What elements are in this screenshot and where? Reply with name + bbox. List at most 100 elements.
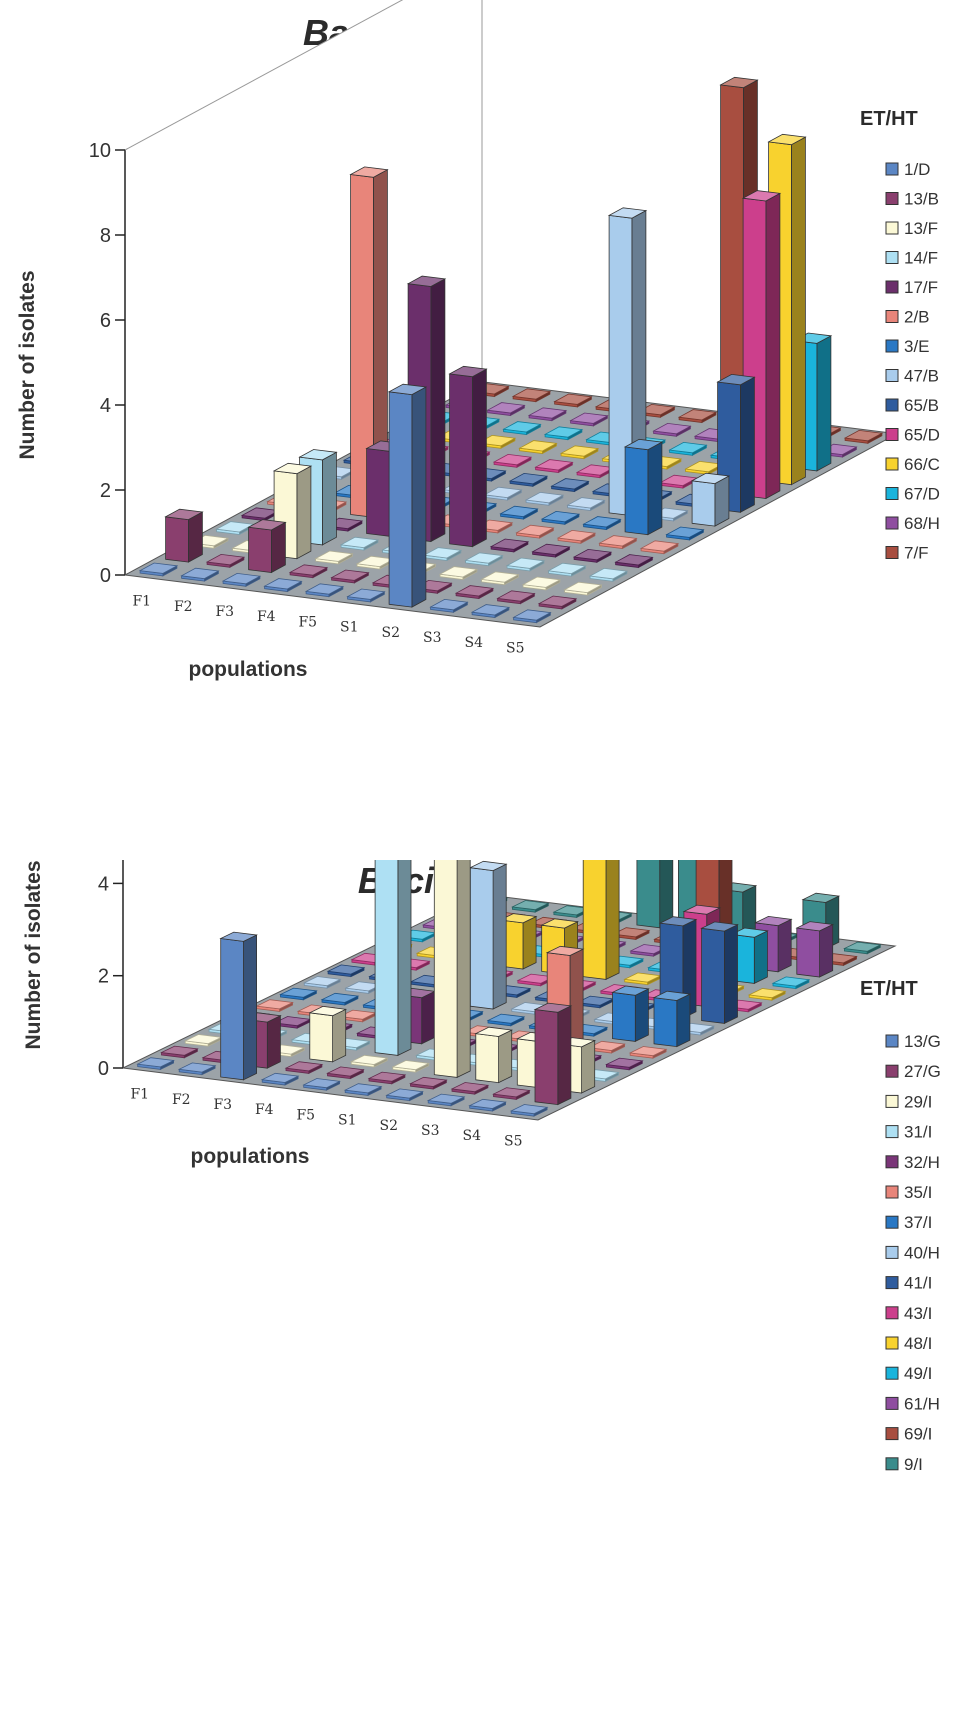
side-wall [125, 0, 482, 575]
x-category-label: S1 [338, 1113, 357, 1129]
legend-label: 35/I [904, 1183, 932, 1202]
bar-top [556, 529, 597, 542]
bar-base [547, 562, 587, 577]
bar-top [320, 992, 360, 1003]
bar-side [647, 441, 663, 536]
bar-top [314, 550, 354, 562]
bar [374, 860, 412, 1057]
bar-front [475, 1033, 500, 1084]
bar-top [682, 904, 722, 915]
x-axis-title: populations [189, 658, 308, 681]
bar [690, 472, 731, 527]
bar-base [518, 440, 558, 455]
bar-top [454, 585, 495, 597]
bar-top [470, 604, 511, 616]
bar-side [816, 335, 832, 472]
bar-top [450, 1082, 490, 1093]
bar-top [795, 921, 835, 932]
legend-swatch [885, 1396, 899, 1410]
bar-base [521, 576, 562, 591]
x-category-label: S2 [380, 1118, 399, 1134]
bar-side [321, 451, 337, 546]
bar-top [843, 941, 882, 952]
legend-swatch [885, 162, 899, 176]
bar-top [302, 976, 342, 987]
bar-top [483, 486, 523, 499]
bar-front [309, 1012, 334, 1063]
x-category-label: S2 [382, 625, 401, 641]
y-tick-label: 6 [100, 310, 111, 332]
bar-top [221, 572, 262, 585]
legend-swatch [885, 428, 899, 441]
x-category-label: F1 [130, 1087, 149, 1103]
back-wall [482, 0, 897, 434]
bar-top [511, 900, 550, 911]
bar-top [623, 438, 664, 451]
bar-top [537, 595, 578, 607]
bar-top [524, 491, 565, 504]
bar-side [753, 930, 768, 985]
bar [349, 166, 389, 518]
bar-base [464, 552, 504, 567]
bar-base [326, 1066, 365, 1080]
bar-base [771, 976, 811, 990]
bar-top [349, 1054, 389, 1065]
bar-base [263, 578, 303, 593]
bar-base [438, 566, 479, 581]
y-axis-title: Number of isolates [16, 270, 39, 459]
chart-bacillus-thuringiensis: Bacillus thuringiensis 0246810F1F2F3F4F5… [0, 0, 980, 800]
bar-base [302, 976, 342, 989]
bar-side [522, 915, 537, 970]
bar [795, 921, 835, 978]
bar-top [531, 543, 571, 556]
bar-base [486, 402, 526, 417]
bar-top [611, 927, 651, 938]
bar-top [255, 999, 294, 1010]
bar-side [270, 521, 286, 574]
legend-swatch [885, 1276, 899, 1290]
bar [582, 860, 620, 981]
bar-base [320, 992, 360, 1006]
x-category-label: S3 [423, 630, 442, 646]
bar-top [247, 519, 287, 531]
bar-top [302, 1078, 341, 1089]
bar-base [534, 459, 574, 474]
bar [308, 1005, 348, 1063]
bar-top [518, 440, 558, 452]
bar-front [248, 526, 272, 573]
bar-top [598, 535, 638, 547]
legend-label: 32/H [904, 1153, 940, 1172]
bar-base [180, 567, 220, 582]
bar-base [314, 550, 354, 565]
legend-label: 67/D [904, 485, 940, 504]
bar-base [429, 598, 469, 613]
bar-base [598, 535, 638, 550]
bar-top [160, 1045, 199, 1056]
bar-base [483, 486, 523, 501]
bar-top [665, 526, 705, 538]
bar-top [330, 569, 370, 581]
bar-front [624, 446, 649, 536]
legend-swatch [885, 1245, 899, 1259]
bar-top [550, 478, 590, 490]
bar-top [545, 945, 585, 956]
bar-base [508, 472, 549, 487]
legend-swatch [885, 280, 899, 294]
bar-top [499, 505, 539, 518]
bar-top [553, 393, 593, 405]
bar-base [524, 491, 565, 506]
bar-base [255, 999, 294, 1013]
bar [164, 508, 204, 563]
bar-base [511, 388, 552, 403]
bar-side [430, 278, 446, 543]
bar [474, 1026, 514, 1084]
bar-top [284, 1061, 324, 1072]
bar-base [563, 581, 603, 596]
bar-side [581, 1039, 596, 1094]
bar-top [572, 548, 613, 561]
legend-label: 61/H [904, 1394, 940, 1413]
legend-label: 1/D [904, 160, 930, 179]
bar-base [288, 564, 329, 579]
x-axis-title: populations [191, 1145, 310, 1168]
